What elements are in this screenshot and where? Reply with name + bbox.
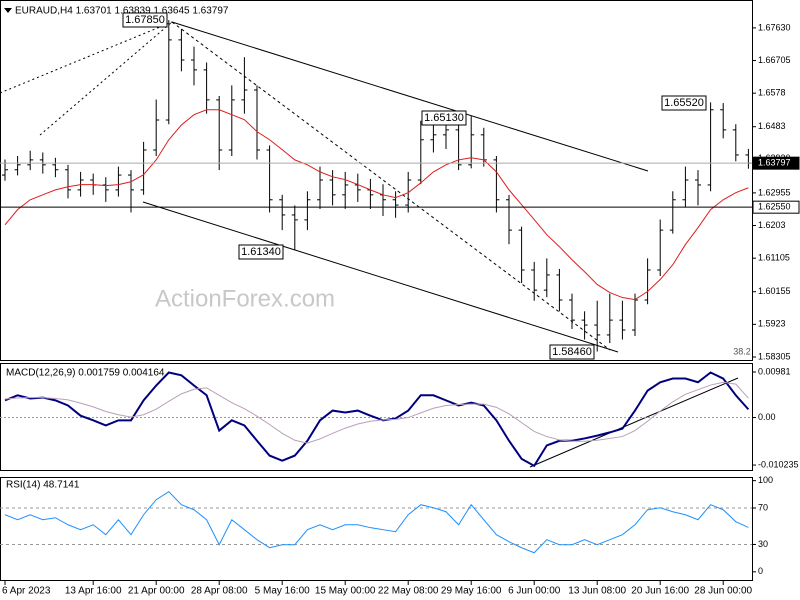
x-tick-label: 21 Apr 00:00 (128, 586, 185, 597)
chart-title: EURAUD,H4 1.63701 1.63839 1.63645 1.6379… (15, 6, 229, 17)
x-tick-label: 28 Apr 08:00 (191, 586, 248, 597)
annotation: 1.58460 (552, 346, 592, 358)
y-tick-label: 30 (758, 539, 768, 549)
y-tick-label: 1.60155 (758, 286, 791, 296)
macd-title: MACD(12,26,9) 0.001759 0.004164 (6, 368, 165, 379)
annotation: 38.2 (733, 346, 751, 356)
dashed-line (171, 21, 611, 351)
menu-icon[interactable] (4, 8, 12, 13)
annotations: 1.67850 1.65130 1.65520 1.61340 1.58460 … (122, 12, 751, 360)
channel-upper (171, 21, 649, 172)
axis-label-box (752, 156, 800, 170)
x-tick-label: 6 Jun 00:00 (508, 586, 561, 597)
x-tick-label: 22 May 08:00 (378, 586, 439, 597)
y-tick-label: 100 (758, 475, 773, 485)
series-line (4, 491, 749, 554)
annotation-box (421, 110, 467, 126)
x-tick-label: 13 Apr 16:00 (65, 586, 122, 597)
y-tick-label: 1.5923 (758, 319, 786, 329)
annotation: 1.67850 (125, 14, 165, 26)
y-tick-label: 1.66705 (758, 55, 791, 65)
y-tick-label: 0.00981 (758, 366, 791, 376)
annotation-box (549, 344, 595, 360)
x-tick-label: 28 Jun 00:00 (694, 586, 752, 597)
dotted-line (0, 21, 173, 94)
y-tick-label: 70 (758, 502, 768, 512)
y-tick-label: 0 (758, 566, 763, 576)
y-tick-label: 1.67630 (758, 22, 791, 32)
watermark: ActionForex.com (155, 285, 335, 312)
axis-label: 1.62550 (758, 202, 791, 212)
x-tick-label: 15 May 00:00 (315, 586, 376, 597)
rsi-panel (0, 477, 753, 581)
dotted-line (39, 21, 173, 136)
annotation: 1.61340 (241, 246, 281, 258)
series-line (4, 371, 750, 468)
x-tick-label: 20 Jun 16:00 (631, 586, 689, 597)
x-tick-label: 6 Apr 2023 (2, 586, 51, 597)
annotation: 1.65130 (424, 112, 464, 124)
x-tick-label: 13 Jun 08:00 (568, 586, 626, 597)
y-tick-label: 1.6483 (758, 121, 786, 131)
price-panel (0, 0, 753, 361)
x-tick-label: 29 May 16:00 (441, 586, 502, 597)
y-tick-label: 1.6578 (758, 88, 786, 98)
series-line (4, 381, 749, 444)
x-tick-label: 5 May 16:00 (255, 586, 310, 597)
y-tick-label: 0.00 (758, 412, 776, 422)
y-tick-label: -0.010235 (758, 459, 799, 469)
annotation-box (661, 95, 707, 111)
y-tick-label: 1.62955 (758, 187, 791, 197)
channel-lower (142, 201, 619, 353)
trendlines (0, 21, 739, 468)
axis-label-box (752, 200, 800, 214)
macd-trendline (529, 377, 739, 468)
macd-panel (0, 363, 753, 471)
axis-label: 1.63797 (758, 158, 791, 168)
rsi-title: RSI(14) 48.7141 (6, 480, 80, 491)
y-tick-label: 1.58305 (758, 351, 791, 361)
annotation: 1.65520 (664, 97, 704, 109)
y-tick-label: 1.6203 (758, 220, 786, 230)
plot-layer (0, 20, 752, 554)
y-tick-label: 1.61105 (758, 253, 790, 263)
annotation-box (122, 12, 168, 28)
moving-average (4, 109, 749, 301)
annotation-box (238, 244, 284, 260)
